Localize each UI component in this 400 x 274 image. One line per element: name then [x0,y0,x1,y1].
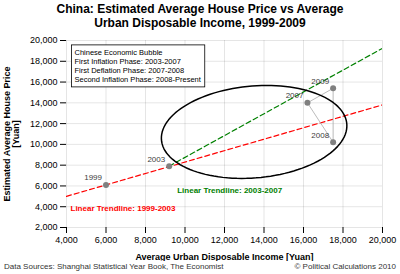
svg-text:12,000: 12,000 [211,235,239,245]
svg-text:2007: 2007 [286,91,304,100]
svg-text:20,000: 20,000 [30,35,58,45]
svg-text:10,000: 10,000 [171,235,199,245]
svg-text:4,000: 4,000 [55,235,78,245]
svg-text:18,000: 18,000 [329,235,357,245]
svg-text:2008: 2008 [311,131,329,140]
svg-text:6,000: 6,000 [95,235,118,245]
html-text:China: Estimated Average House: China: Estimated Average House Price vs … [56,2,344,30]
svg-text:6,000: 6,000 [35,181,58,191]
svg-text:Estimated Average House Price[: Estimated Average House Price[Yuan] [2,67,22,202]
html-text:© Political Calculations 2010: © Political Calculations 2010 [294,262,396,271]
svg-text:4,000: 4,000 [35,202,58,212]
svg-text:18,000: 18,000 [30,56,58,66]
svg-text:14,000: 14,000 [30,98,58,108]
svg-text:Average Urban Disposable Incom: Average Urban Disposable Income [Yuan] [135,252,313,262]
svg-text:2,000: 2,000 [35,222,58,232]
svg-text:10,000: 10,000 [30,139,58,149]
svg-text:14,000: 14,000 [250,235,278,245]
svg-text:2003: 2003 [147,155,165,164]
svg-text:Chinese Economic BubbleFirst I: Chinese Economic BubbleFirst Inflation P… [75,48,202,84]
svg-text:16,000: 16,000 [290,235,318,245]
svg-text:Linear Trendline: 2003-2007: Linear Trendline: 2003-2007 [177,186,282,195]
svg-text:12,000: 12,000 [30,118,58,128]
svg-text:16,000: 16,000 [30,77,58,87]
html-text:Data Sources: Shanghai Statist: Data Sources: Shanghai Statistical Year … [4,262,224,271]
svg-text:1999: 1999 [84,173,102,182]
svg-text:8,000: 8,000 [134,235,157,245]
svg-text:8,000: 8,000 [35,160,58,170]
svg-text:2009: 2009 [311,77,329,86]
svg-text:20,000: 20,000 [369,235,397,245]
svg-text:Linear Trendline: 1999-2003: Linear Trendline: 1999-2003 [71,204,176,213]
